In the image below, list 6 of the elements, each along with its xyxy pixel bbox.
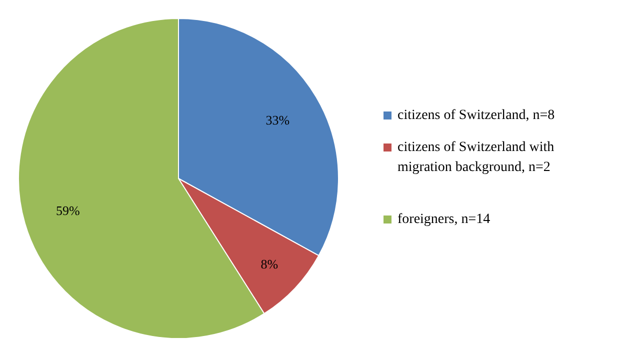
legend-label: citizens of Switzerland, n=8: [398, 108, 555, 123]
data-label: 8%: [260, 256, 278, 272]
data-label: 33%: [266, 112, 290, 128]
legend-label: foreigners, n=14: [398, 212, 490, 227]
data-label: 59%: [56, 203, 80, 218]
legend-label: citizens of Switzerland with migration background, n=2: [398, 140, 554, 175]
